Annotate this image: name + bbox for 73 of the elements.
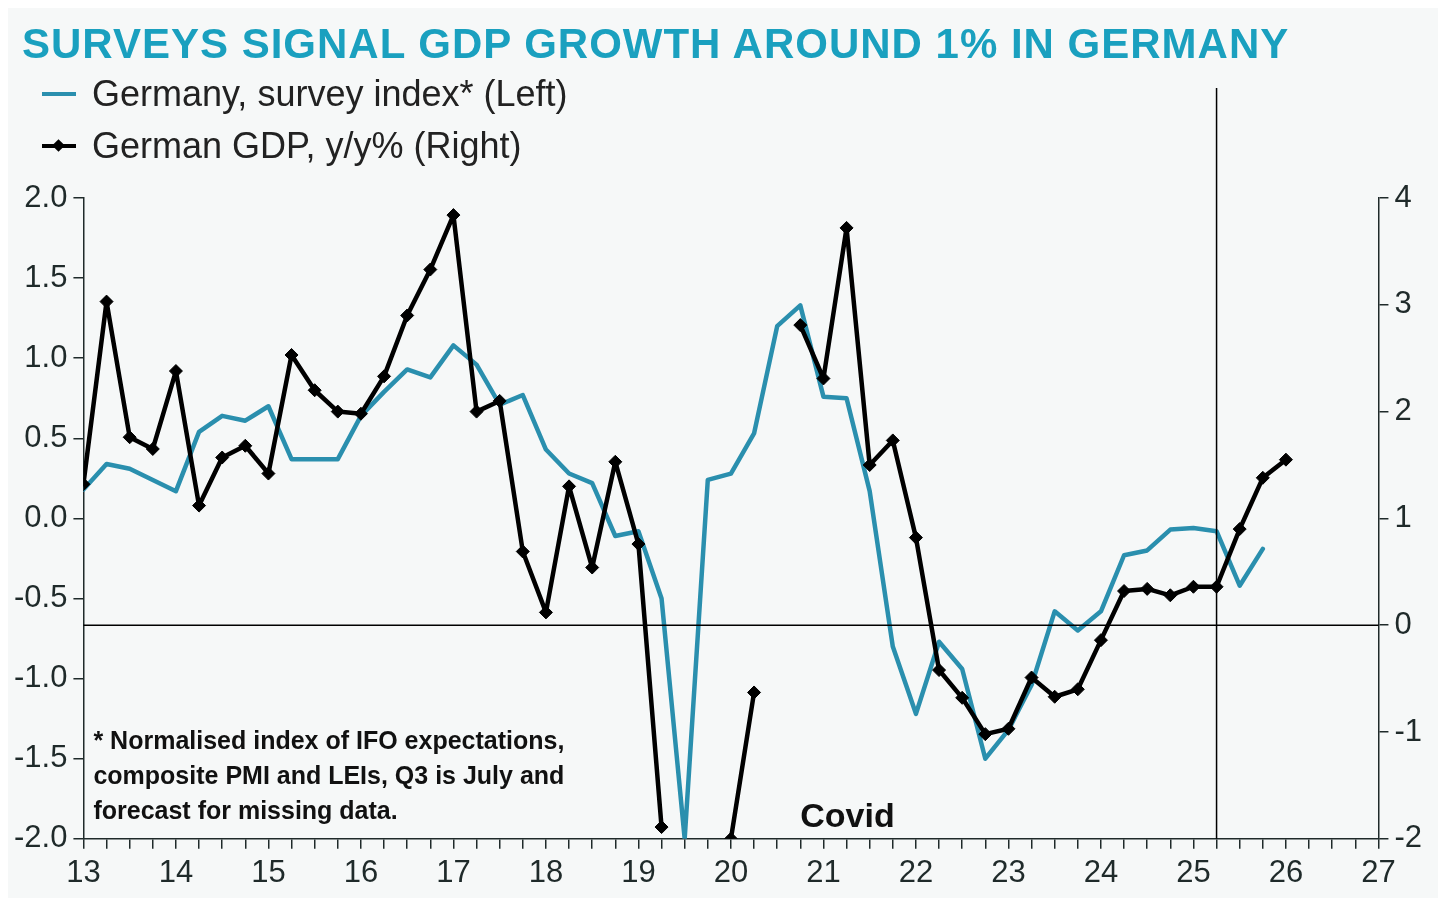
point [515,544,530,559]
y2-tick-label: -2 [1394,819,1423,855]
point [862,458,877,472]
point [400,308,415,323]
y2-tick-label: -1 [1394,712,1423,748]
point [1070,682,1085,697]
point [145,441,160,456]
y-tick-label: -2.0 [14,819,68,855]
point [122,430,137,445]
point [1209,579,1224,594]
annotation: Covid [800,795,895,834]
point [1047,689,1062,704]
point [908,530,923,545]
y-tick-label: -1.0 [14,659,68,695]
point [1232,522,1247,537]
point [330,404,345,419]
legend-label: German GDP, y/y% (Right) [92,125,522,167]
point [932,663,947,678]
x-tick-label: 27 [1361,853,1396,889]
legend-label: Germany, survey index* (Left) [92,73,568,115]
y2-tick-label: 0 [1394,605,1412,641]
x-tick-label: 16 [343,853,379,889]
point [353,406,368,421]
y-tick-label: 2.0 [24,178,68,214]
x-tick-label: 24 [1083,853,1119,889]
point [747,685,762,700]
point [215,450,230,465]
point [423,262,438,277]
point [469,404,484,419]
x-tick-label: 21 [806,853,841,889]
x-tick-label: 14 [158,853,194,889]
annotation: * Normalised index of IFO expectations, composite PMI and LEIs, Q3 is July and forecast for missing data. [93,725,565,824]
y-tick-label: -1.5 [14,739,68,775]
point [978,727,993,742]
y2-tick-label: 2 [1394,392,1412,428]
point [1024,670,1039,685]
point [1001,721,1016,736]
y-tick-label: 0.5 [24,418,68,454]
x-tick-label: 26 [1268,853,1304,889]
point [1255,470,1270,485]
y2-tick-label: 3 [1394,285,1412,321]
y2-tick-label: 4 [1394,178,1412,214]
point [1093,633,1108,648]
point [261,466,276,481]
y-tick-label: -0.5 [14,579,68,615]
point [631,537,646,552]
point [238,438,253,453]
point [1140,581,1155,596]
x-tick-label: 15 [251,853,286,889]
x-tick-label: 25 [1176,853,1211,889]
y-tick-label: 1.5 [24,258,68,294]
x-tick-label: 22 [898,853,934,889]
point [492,393,507,408]
y-tick-label: 0.0 [24,498,68,534]
x-tick-label: 13 [66,853,101,889]
point [1278,452,1293,467]
point [885,433,900,448]
chart-title: SURVEYS SIGNAL GDP GROWTH AROUND 1% IN GERMANY [21,19,1291,68]
point [793,318,808,333]
x-tick-label: 19 [621,853,656,889]
x-tick-label: 17 [436,853,471,889]
y-tick-label: 1.0 [24,338,68,374]
point [1117,584,1132,599]
point [307,383,322,398]
point [654,820,669,835]
x-tick-label: 18 [528,853,564,889]
y2-tick-label: 1 [1394,498,1412,534]
point [955,690,970,705]
point [1163,588,1178,603]
point [1186,579,1201,594]
point [377,369,392,384]
x-tick-label: 23 [991,853,1026,889]
x-tick-label: 20 [713,853,749,889]
